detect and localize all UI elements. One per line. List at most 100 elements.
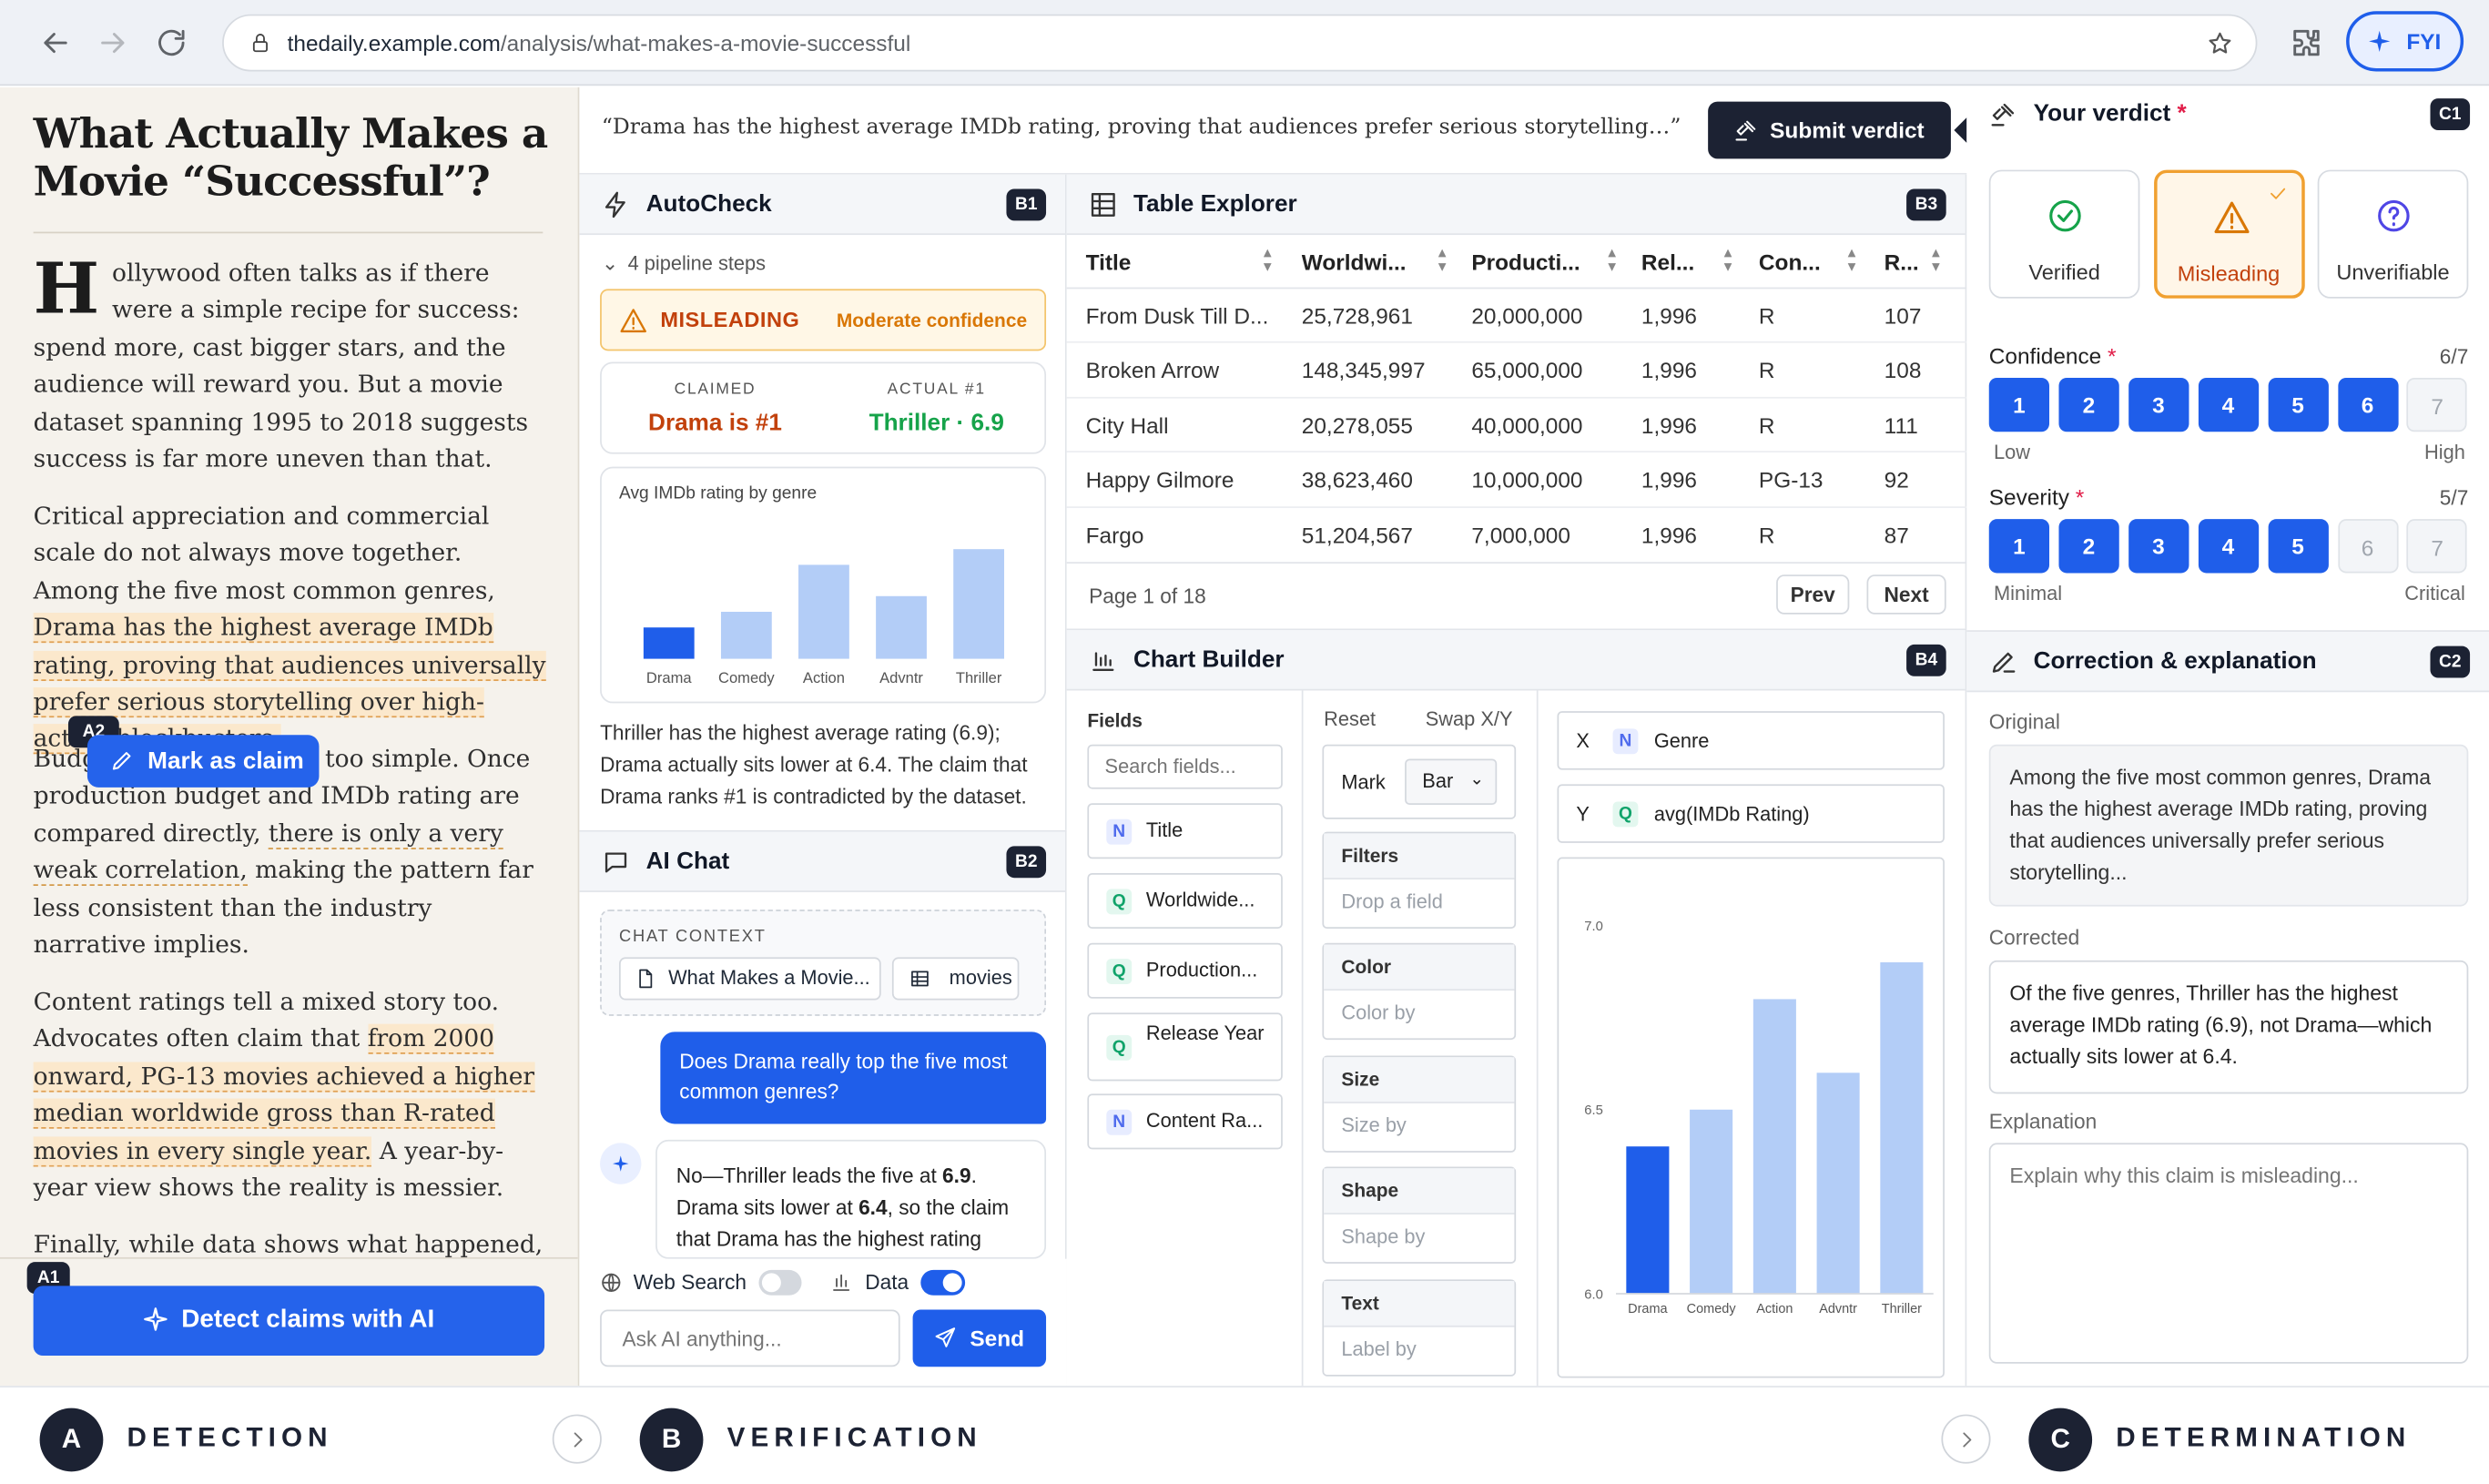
field-item[interactable]: Q Worldwide... — [1087, 872, 1283, 930]
table-row[interactable]: City Hall 20,278,055 40,000,000 1,996 R 111 — [1066, 398, 1967, 453]
bar-drama[interactable] — [1626, 1146, 1670, 1295]
table-row[interactable]: Fargo 51,204,567 7,000,000 1,996 R 87 — [1067, 507, 1967, 562]
verdict-option-verified[interactable]: Verified — [1988, 169, 2140, 299]
field-item[interactable]: Q Release Year — [1087, 1012, 1283, 1082]
sort-icon[interactable]: ▴ ▾ — [1847, 246, 1856, 275]
prev-page-button[interactable]: Prev — [1776, 574, 1850, 615]
severity-option-2[interactable]: 2 — [2058, 519, 2119, 574]
field-name: Release Year — [1145, 1022, 1265, 1045]
verdict-label: MISLEADING — [660, 308, 800, 332]
bar-action[interactable] — [798, 564, 849, 659]
encoding-shelf[interactable]: Filters Drop a field — [1322, 831, 1517, 930]
column-header[interactable]: Title — [1085, 249, 1132, 275]
confidence-option-1[interactable]: 1 — [1988, 377, 2050, 432]
bar-thriller[interactable] — [1880, 961, 1924, 1295]
web-search-toggle[interactable] — [758, 1269, 802, 1296]
actual-label: ACTUAL #1 — [887, 381, 986, 399]
sort-icon[interactable]: ▴ ▾ — [1263, 246, 1272, 275]
next-step-arrow-icon[interactable] — [552, 1414, 602, 1464]
encoding-label: Color — [1324, 944, 1515, 991]
next-step-arrow-icon[interactable] — [1941, 1414, 1991, 1464]
low-label: Low — [1993, 441, 2030, 464]
chat-input[interactable] — [600, 1309, 900, 1367]
bookmark-star-icon[interactable] — [2207, 30, 2234, 57]
corrected-textarea[interactable]: Of the five genres, Thriller has the hig… — [1988, 960, 2469, 1094]
column-header[interactable]: Con... — [1758, 249, 1821, 275]
sort-icon[interactable]: ▴ ▾ — [1931, 246, 1940, 275]
article-paragraph-4: Content ratings tell a mixed story too. … — [33, 984, 550, 1207]
explanation-textarea[interactable] — [1988, 1143, 2469, 1364]
nominal-type-badge: N — [1612, 728, 1639, 755]
y-axis-shelf[interactable]: Y Q avg(IMDb Rating) — [1557, 784, 1945, 843]
column-header[interactable]: Rel... — [1641, 249, 1695, 275]
severity-option-4[interactable]: 4 — [2198, 519, 2259, 574]
bar-comedy[interactable] — [1690, 1109, 1733, 1295]
confidence-option-2[interactable]: 2 — [2058, 377, 2119, 432]
sort-icon[interactable]: ▴ ▾ — [1438, 246, 1447, 275]
detect-claims-button[interactable]: Detect claims with AI — [33, 1286, 545, 1357]
confidence-option-7[interactable]: 7 — [2407, 377, 2468, 432]
minimal-label: Minimal — [1993, 582, 2063, 605]
bar-action[interactable] — [1752, 999, 1796, 1295]
search-fields-input[interactable] — [1087, 744, 1283, 789]
table-row[interactable]: From Dusk Till D... 25,728,961 20,000,000 1… — [1066, 289, 1967, 344]
encoding-shelf[interactable]: Color Color by — [1322, 942, 1517, 1041]
send-button[interactable]: Send — [912, 1309, 1047, 1367]
bar-drama[interactable] — [643, 627, 695, 659]
swap-xy-button[interactable]: Swap X/Y — [1425, 707, 1513, 731]
context-chip-table[interactable]: movies — [891, 957, 1020, 1001]
severity-option-6[interactable]: 6 — [2337, 519, 2398, 574]
claim-bar: “Drama has the highest average IMDb rati… — [579, 86, 1967, 175]
field-item[interactable]: Q Production... — [1087, 942, 1283, 999]
sort-icon[interactable]: ▴ ▾ — [1608, 246, 1617, 275]
bar-advntr[interactable] — [876, 595, 927, 659]
back-icon[interactable] — [38, 25, 73, 60]
column-header[interactable]: Producti... — [1471, 249, 1580, 275]
confidence-option-6[interactable]: 6 — [2337, 377, 2398, 432]
encoding-shelf[interactable]: Size Size by — [1322, 1055, 1517, 1153]
field-item[interactable]: N Content Ra... — [1087, 1093, 1283, 1150]
mark-dropdown[interactable]: Bar ⌄ — [1405, 758, 1498, 806]
table-row[interactable]: Broken Arrow 148,345,997 65,000,000 1,996 R 1… — [1066, 343, 1967, 399]
forward-icon[interactable] — [96, 25, 130, 60]
confidence-option-4[interactable]: 4 — [2198, 377, 2259, 432]
pipeline-steps-toggle[interactable]: ⌄ 4 pipeline steps — [602, 250, 766, 274]
correction-panel: Correction & explanation C2 Original Amo… — [1966, 630, 2489, 1387]
bar-comedy[interactable] — [720, 611, 772, 659]
verdict-option-misleading[interactable]: Misleading — [2153, 169, 2304, 299]
verdict-option-label: Misleading — [2177, 261, 2281, 286]
column-header[interactable]: R... — [1884, 249, 1919, 275]
confidence-option-3[interactable]: 3 — [2128, 377, 2189, 432]
reload-icon[interactable] — [154, 25, 188, 60]
mark-as-claim-button[interactable]: Mark as claim — [86, 735, 320, 788]
extensions-icon[interactable] — [2289, 25, 2323, 60]
table-cell: City Hall — [1085, 412, 1169, 438]
severity-option-7[interactable]: 7 — [2407, 519, 2468, 574]
fyi-extension-button[interactable]: FYI — [2346, 11, 2464, 72]
column-header[interactable]: Worldwi... — [1301, 249, 1407, 275]
x-axis-shelf[interactable]: X N Genre — [1557, 711, 1945, 770]
verdict-option-unverifiable[interactable]: Unverifiable — [2317, 169, 2469, 299]
table-row[interactable]: Happy Gilmore 38,623,460 10,000,000 1,996 PG… — [1066, 452, 1967, 508]
severity-option-5[interactable]: 5 — [2267, 519, 2329, 574]
confidence-option-5[interactable]: 5 — [2267, 377, 2329, 432]
next-page-button[interactable]: Next — [1866, 574, 1946, 615]
reset-button[interactable]: Reset — [1324, 707, 1377, 731]
encoding-shelf[interactable]: Shape Shape by — [1322, 1166, 1517, 1264]
verdict-panel: Your verdict * C1 Confidence * 6/7 Low H… — [1966, 86, 2489, 631]
address-bar[interactable]: thedaily.example.com/analysis/what-makes… — [222, 14, 2258, 72]
badge-b3: B3 — [1906, 188, 1946, 221]
x-tick-label: Advntr — [1819, 1302, 1857, 1316]
severity-option-1[interactable]: 1 — [1988, 519, 2050, 574]
send-icon — [933, 1326, 957, 1349]
severity-option-3[interactable]: 3 — [2128, 519, 2189, 574]
sort-icon[interactable]: ▴ ▾ — [1723, 246, 1732, 275]
data-toggle[interactable] — [920, 1269, 966, 1296]
bar-advntr[interactable] — [1816, 1072, 1860, 1295]
encoding-shelf[interactable]: Text Label by — [1322, 1279, 1517, 1377]
bar-thriller[interactable] — [953, 549, 1005, 659]
context-chip-article[interactable]: What Makes a Movie... — [619, 957, 881, 1001]
submit-verdict-button[interactable]: Submit verdict — [1708, 101, 1951, 159]
field-item[interactable]: N Title — [1087, 803, 1283, 859]
claim-highlight-correlation[interactable]: there is only a very weak correlation, — [33, 818, 503, 887]
